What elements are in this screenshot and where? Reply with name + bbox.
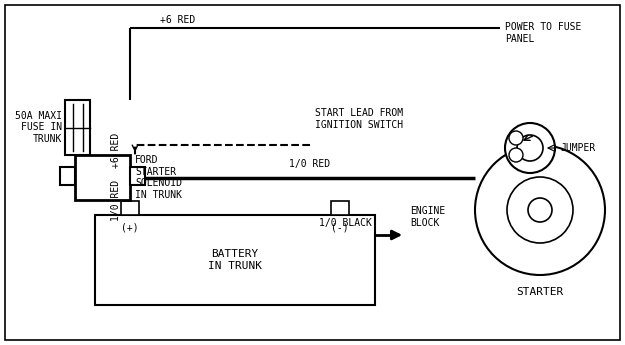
Text: 50A MAXI
FUSE IN
TRUNK: 50A MAXI FUSE IN TRUNK [15,111,62,144]
Text: 1/0 BLACK: 1/0 BLACK [319,218,371,228]
Text: ENGINE
BLOCK: ENGINE BLOCK [410,206,445,228]
Bar [60,167,75,185]
Text: FORD
STARTER
SOLENOID
IN TRUNK: FORD STARTER SOLENOID IN TRUNK [135,155,182,200]
Bar [331,201,349,215]
Text: 1/0 RED: 1/0 RED [111,180,121,221]
Text: (-): (-) [331,222,349,232]
Text: (+): (+) [121,222,139,232]
Circle shape [528,198,552,222]
Bar [95,215,375,305]
Bar [75,155,130,200]
Text: STARTER: STARTER [516,287,564,297]
Circle shape [507,177,573,243]
Bar [65,100,90,155]
Circle shape [509,131,523,145]
Circle shape [509,148,523,162]
Text: +6 RED: +6 RED [160,15,195,25]
Circle shape [517,135,543,161]
Bar [130,167,145,185]
Text: POWER TO FUSE
PANEL: POWER TO FUSE PANEL [505,22,581,43]
Circle shape [475,145,605,275]
Bar [121,201,139,215]
Text: +6 RED: +6 RED [111,132,121,168]
Text: START LEAD FROM
IGNITION SWITCH: START LEAD FROM IGNITION SWITCH [315,108,403,130]
Text: 1/0 RED: 1/0 RED [289,159,331,169]
Text: BATTERY
IN TRUNK: BATTERY IN TRUNK [208,249,262,271]
Circle shape [505,123,555,173]
Text: JUMPER: JUMPER [560,143,595,153]
